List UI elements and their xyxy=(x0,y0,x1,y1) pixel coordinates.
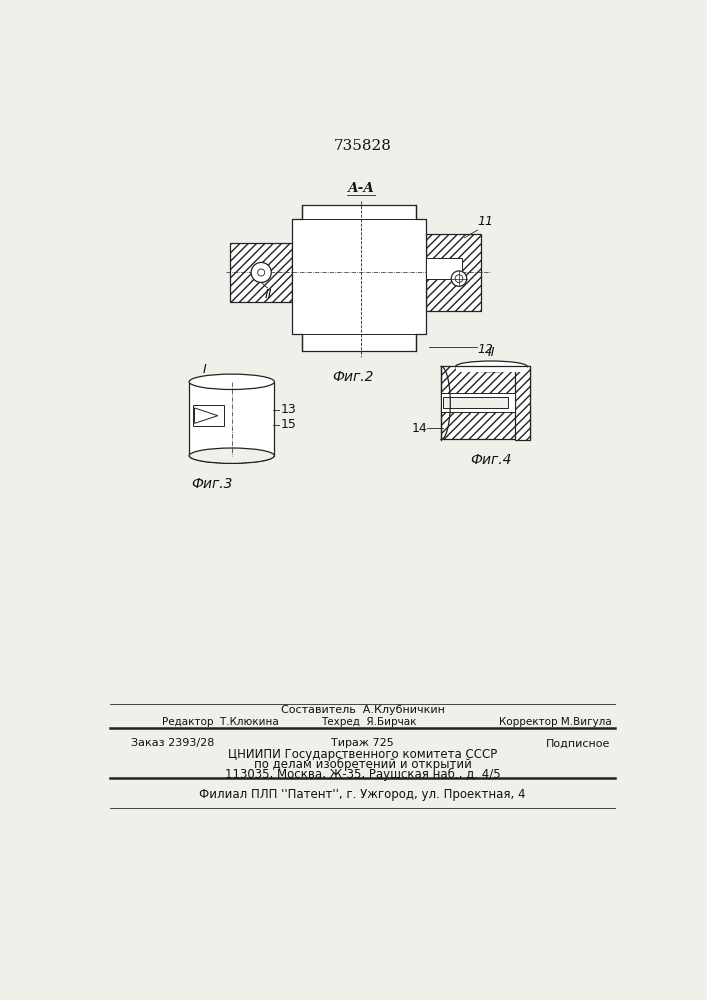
Bar xyxy=(515,366,530,440)
Text: 735828: 735828 xyxy=(334,139,392,153)
Text: Фиг.2: Фиг.2 xyxy=(333,370,374,384)
Bar xyxy=(189,382,274,456)
Text: ЦНИИПИ Государственного комитета СССР: ЦНИИПИ Государственного комитета СССР xyxy=(228,748,497,761)
Text: Заказ 2393/28: Заказ 2393/28 xyxy=(131,738,214,748)
Text: 15: 15 xyxy=(281,418,296,431)
Text: 113035, Москва, Ж-35, Раушская наб., д. 4/5: 113035, Москва, Ж-35, Раушская наб., д. … xyxy=(225,768,501,781)
Ellipse shape xyxy=(251,262,271,282)
Text: 12: 12 xyxy=(477,343,493,356)
Bar xyxy=(441,393,515,412)
Bar xyxy=(443,397,508,408)
Text: Фиг.4: Фиг.4 xyxy=(471,453,512,467)
Bar xyxy=(426,234,481,311)
Bar xyxy=(456,366,527,372)
Ellipse shape xyxy=(189,374,274,389)
Bar xyxy=(230,243,292,302)
Text: А-А: А-А xyxy=(348,182,375,195)
Text: II: II xyxy=(265,288,273,301)
Text: 14: 14 xyxy=(411,422,427,434)
Ellipse shape xyxy=(189,448,274,463)
Text: Техред  Я.Бирчак: Техред Я.Бирчак xyxy=(321,717,416,727)
Text: Фиг.3: Фиг.3 xyxy=(192,477,233,491)
Text: Подписное: Подписное xyxy=(546,738,610,748)
Ellipse shape xyxy=(257,269,264,276)
Bar xyxy=(441,406,530,439)
Polygon shape xyxy=(194,408,218,423)
Polygon shape xyxy=(292,205,426,351)
Text: I: I xyxy=(203,363,206,376)
Text: по делам изобретений и открытий: по делам изобретений и открытий xyxy=(254,758,472,771)
Text: Корректор М.Вигула: Корректор М.Вигула xyxy=(499,717,612,727)
Bar xyxy=(441,366,530,399)
Text: Тираж 725: Тираж 725 xyxy=(332,738,394,748)
Ellipse shape xyxy=(456,361,527,372)
Ellipse shape xyxy=(455,275,463,282)
Ellipse shape xyxy=(451,271,467,286)
Text: II: II xyxy=(488,346,495,359)
Text: 13: 13 xyxy=(281,403,296,416)
Bar xyxy=(426,258,462,279)
Text: 11: 11 xyxy=(477,215,493,228)
Bar xyxy=(193,405,224,426)
Text: Филиал ПЛП ''Патент'', г. Ужгород, ул. Проектная, 4: Филиал ПЛП ''Патент'', г. Ужгород, ул. П… xyxy=(199,788,526,801)
Text: Редактор  Т.Клюкина: Редактор Т.Клюкина xyxy=(162,717,279,727)
Text: Составитель  А.Клубничкин: Составитель А.Клубничкин xyxy=(281,705,445,715)
